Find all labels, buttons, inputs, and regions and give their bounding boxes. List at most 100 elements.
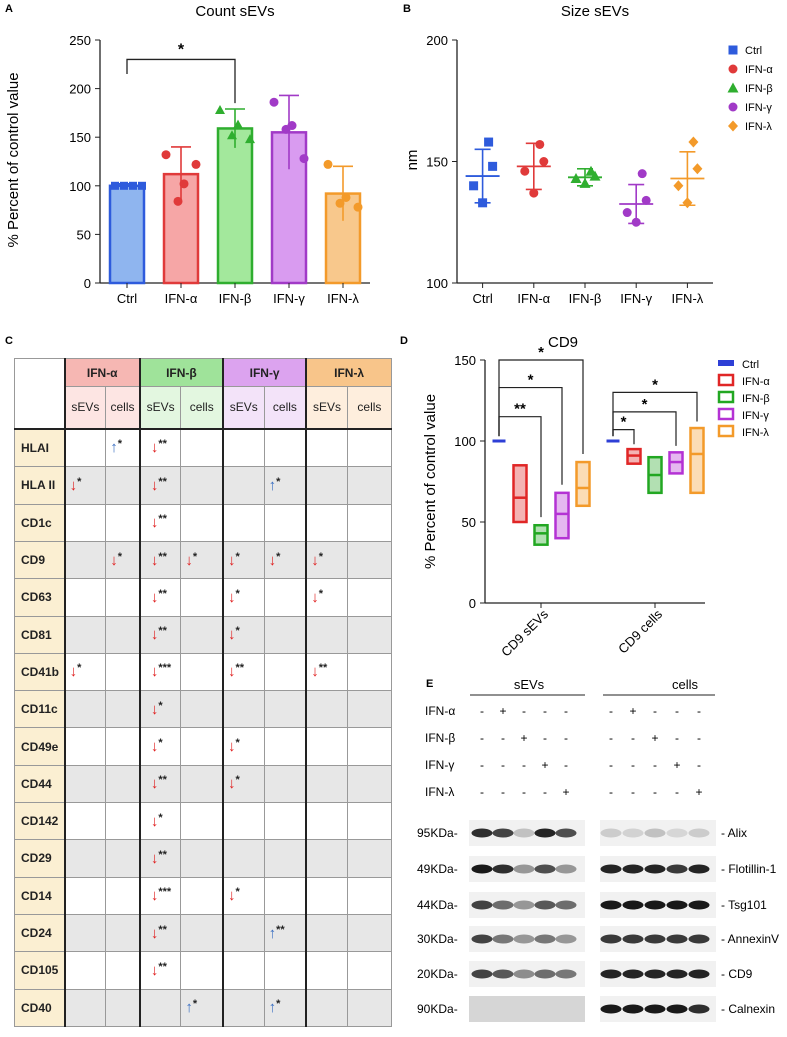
marker-label: CD44 [13,764,66,804]
blot-band [688,1004,710,1014]
y-tick-label: 200 [426,33,448,48]
sub-header: cells [263,386,307,430]
significance-bracket [612,411,677,446]
arrow-down-icon: ↓ [150,626,159,644]
table-row: CD24 ↓** ↑** [13,913,393,953]
y-tick-label: 100 [454,434,476,449]
table-cell: ↑* [263,466,307,505]
table-row: CD105 ↓** [13,951,393,990]
arrow-down-icon: ↓ [150,738,159,756]
table-row: CD40 ↑* ↑* [13,988,393,1027]
blot-band [492,934,514,944]
table-cell [222,988,265,1027]
table-cell [180,764,224,804]
table-cell [180,876,224,915]
arrow-down-icon: ↓ [185,551,193,569]
blot-header-cells: cells [672,677,699,692]
blot-band [534,828,556,838]
y-tick-label: 200 [69,82,91,97]
blot-band [622,864,644,874]
lane-sign: + [520,731,527,745]
chart-d-title: CD9 [548,334,578,351]
arrow-down-icon: ↓ [228,887,236,905]
sub-header: sEVs [305,386,348,430]
protein-label: - Flotillin-1 [721,862,777,876]
floating-bar [554,491,570,540]
panel-letter-a: A [5,3,13,15]
table-cell: ↓** [222,652,265,692]
data-point [191,159,201,169]
data-point [215,104,225,114]
table-cell [105,503,141,542]
arrow-down-icon: ↓ [228,551,236,569]
sub-header: sEVs [222,386,265,430]
table-cell [346,876,393,915]
significance-mark: ** [158,625,167,638]
kda-label: 95KDa- [417,826,458,840]
data-point [682,197,693,209]
lane-sign: - [564,758,568,772]
significance-bracket [126,58,236,104]
significance-star: * [652,376,658,393]
x-tick-label: Ctrl [117,291,137,306]
table-cell: ↓*** [138,876,182,915]
blot-band [666,969,688,979]
lane-sign: - [697,704,701,718]
legend-marker [728,64,738,74]
arrow-down-icon: ↓ [150,849,159,867]
table-cell [105,652,141,692]
legend-swatch [717,407,735,421]
arrow-down-icon: ↓ [228,588,236,606]
protein-label: - Calnexin [721,1002,775,1016]
sub-header: cells [346,386,393,430]
x-tick-label: IFN-λ [672,291,704,306]
lane-sign: - [653,704,657,718]
blot-band [471,828,493,838]
table-cell [180,652,224,692]
lane-sign: + [695,785,702,799]
table-cell [63,951,107,990]
data-point [631,217,641,227]
data-point [622,208,632,218]
table-cell [346,802,393,841]
blot-band [622,828,644,838]
significance-mark: *** [158,886,172,899]
table-cell [305,690,348,729]
blot-band [622,900,644,910]
table-cell [263,876,307,915]
panel-letter-b: B [403,3,411,15]
table-cell [305,503,348,542]
blot-band [688,828,710,838]
lane-sign: - [480,704,484,718]
data-point [641,195,651,205]
legend-label: Ctrl [745,45,762,57]
legend-label: IFN-β [742,393,770,405]
table-cell [138,988,182,1027]
lane-sign: - [631,731,635,745]
table-cell [222,951,265,990]
lane-sign: + [629,704,636,718]
significance-mark: ** [158,774,167,787]
table-cell: ↑* [180,988,224,1027]
table-cell: ↓** [138,578,182,617]
blot-band [492,864,514,874]
table-cell [346,427,393,468]
chart-a-ylabel: % Percent of control value [5,72,22,247]
blot-band [644,1004,666,1014]
table-cell [305,951,348,990]
table-corner [13,358,66,430]
lane-sign: - [697,731,701,745]
marker-label: CD1c [13,503,66,542]
marker-label: CD29 [13,839,66,878]
blot-band [666,828,688,838]
floating-bar [689,426,705,495]
lane-sign: + [541,758,548,772]
table-cell [63,727,107,766]
blot-header-sevs: sEVs [514,677,545,692]
table-cell: ↓** [138,503,182,542]
data-point [111,181,119,190]
lane-sign: - [501,785,505,799]
blot-band [534,864,556,874]
table-cell [346,652,393,692]
data-point [281,124,291,134]
